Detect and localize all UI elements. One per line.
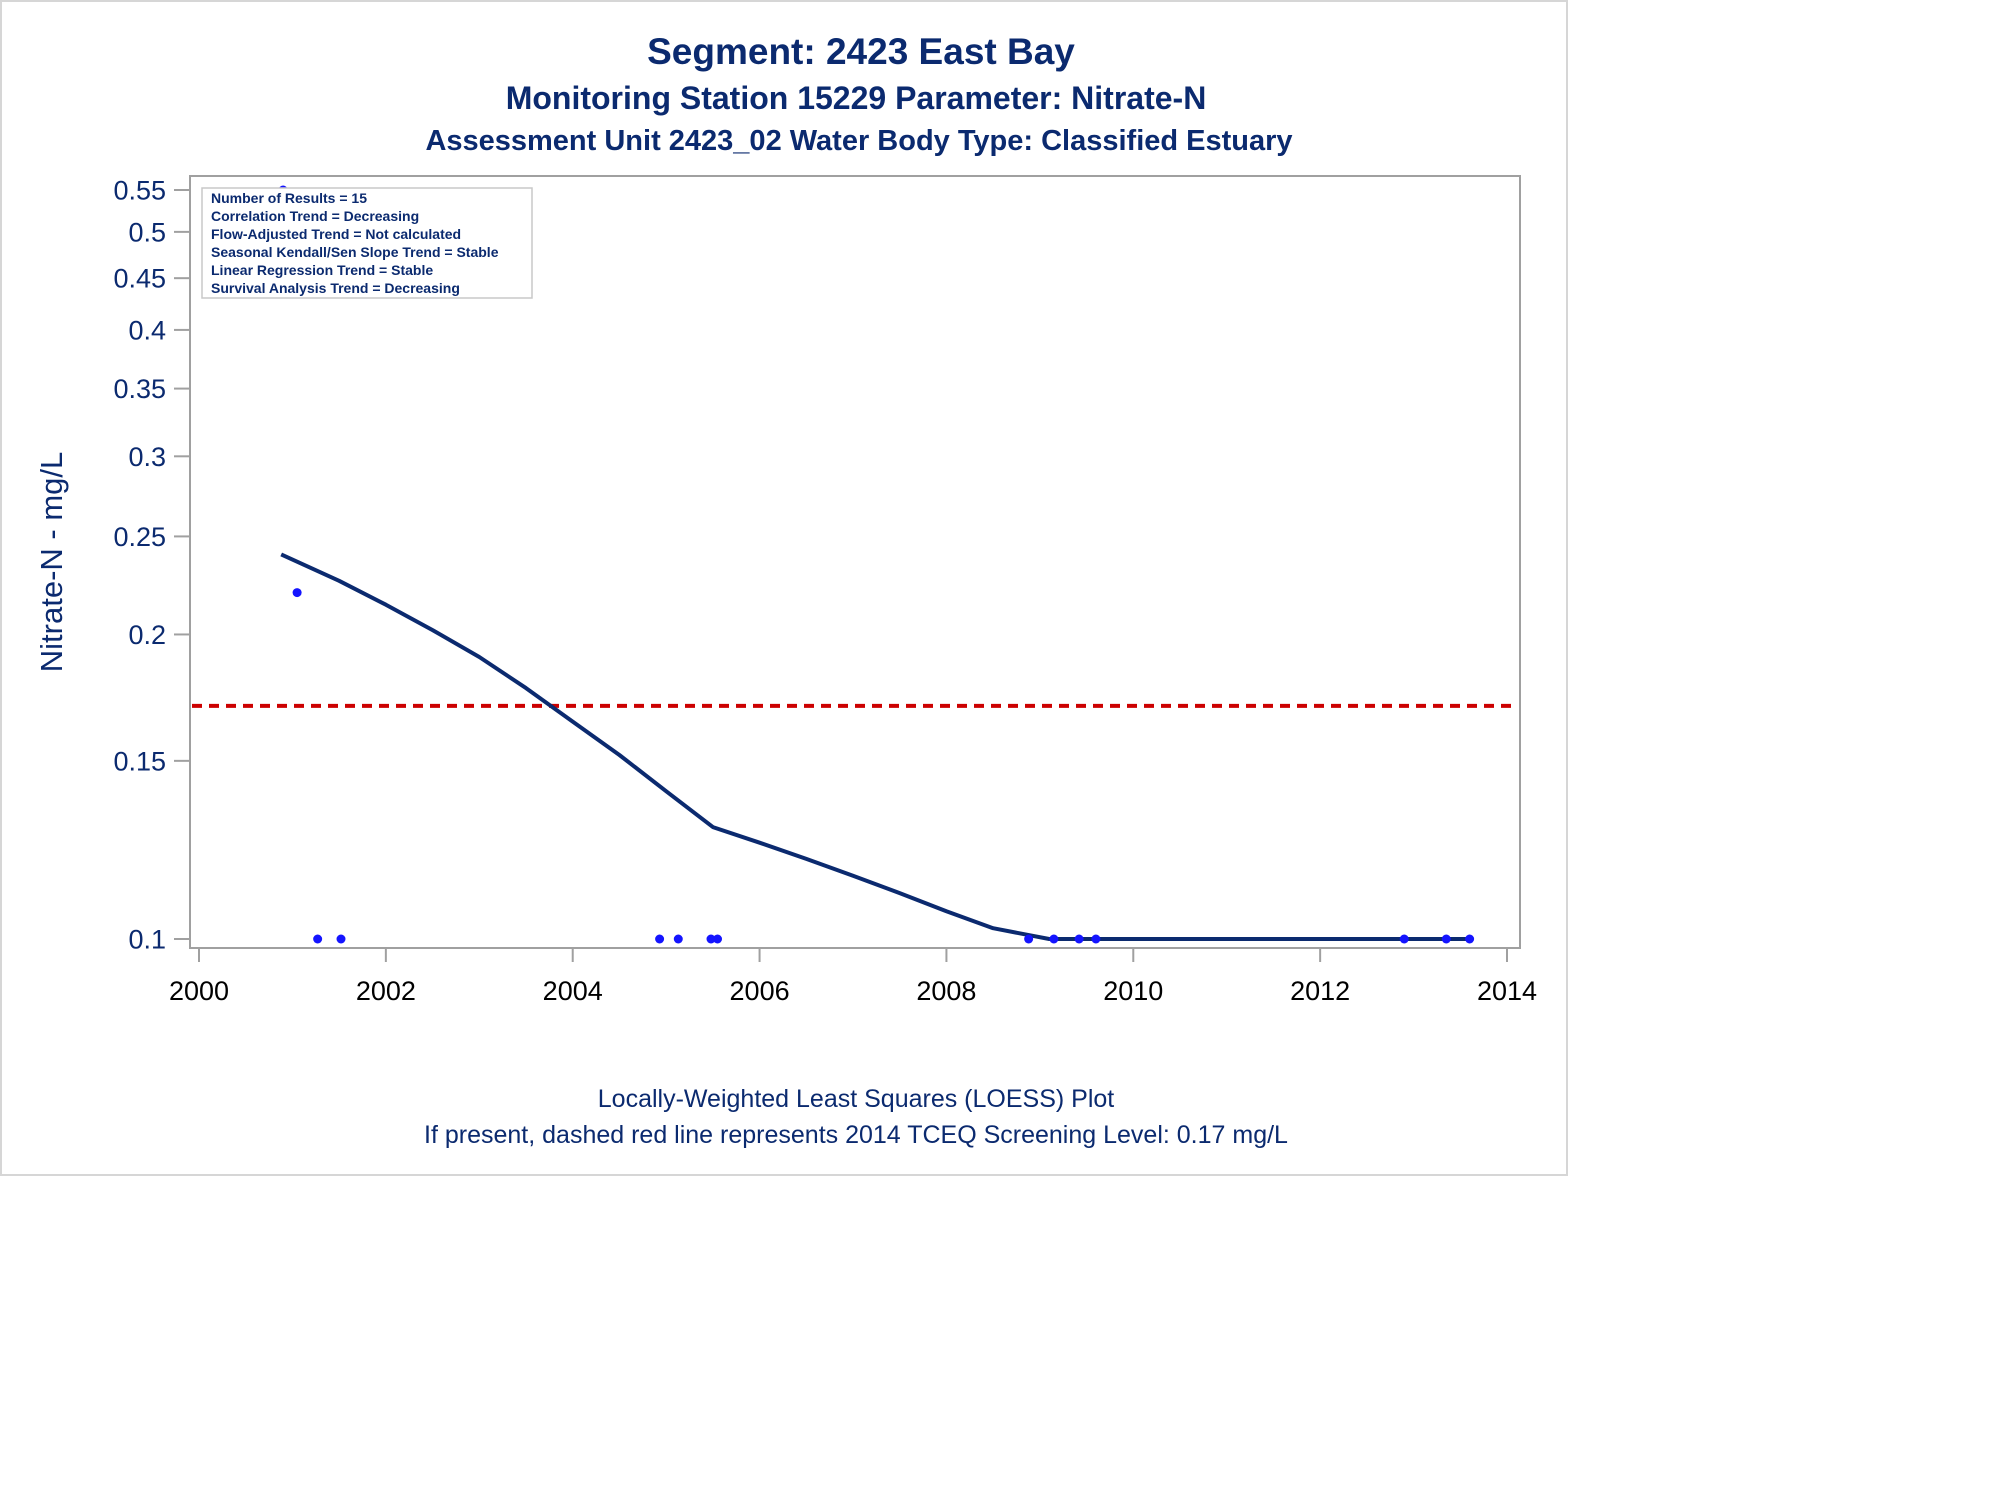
stats-seasonal-kendall-trend: Seasonal Kendall/Sen Slope Trend = Stabl… (211, 244, 499, 260)
y-tick-label: 0.5 (128, 217, 166, 247)
data-point (336, 934, 346, 944)
y-tick-label: 0.4 (128, 315, 166, 345)
y-tick-label: 0.25 (113, 522, 166, 552)
data-point (1074, 934, 1084, 944)
data-point (1441, 934, 1451, 944)
x-axis: 2000 2002 2004 2006 2008 2010 2012 2014 (169, 948, 1537, 1006)
stats-flow-adjusted-trend: Flow-Adjusted Trend = Not calculated (211, 226, 461, 242)
stats-box-frame (201, 187, 533, 299)
loess-line (280, 552, 1470, 941)
data-point (292, 588, 302, 598)
x-tick-label: 2014 (1477, 976, 1537, 1006)
x-tick-label: 2004 (543, 976, 603, 1006)
x-tick-label: 2000 (169, 976, 229, 1006)
y-tick-label: 0.2 (128, 620, 166, 650)
stats-correlation-trend: Correlation Trend = Decreasing (211, 208, 419, 224)
stats-linear-regression-trend: Linear Regression Trend = Stable (211, 262, 433, 278)
data-point (1465, 934, 1475, 944)
footer-screening-note: If present, dashed red line represents 2… (424, 1121, 1288, 1149)
x-tick-label: 2002 (356, 976, 416, 1006)
y-axis-label: Nitrate-N - mg/L (34, 452, 69, 672)
stats-box: Number of Results = 15 Correlation Trend… (201, 187, 533, 299)
x-tick-label: 2010 (1103, 976, 1163, 1006)
data-point (313, 934, 323, 944)
chart-subtitle-assessment: Assessment Unit 2423_02 Water Body Type:… (425, 125, 1292, 157)
plot-area (189, 175, 1521, 949)
y-axis: 0.1 0.15 0.2 0.25 0.3 0.35 0.4 0.45 0.5 0.55 (113, 176, 190, 955)
loess-curve (280, 552, 1470, 941)
stats-survival-analysis-trend: Survival Analysis Trend = Decreasing (211, 280, 460, 296)
data-point (673, 934, 683, 944)
data-point (655, 934, 665, 944)
stats-number-of-results: Number of Results = 15 (211, 190, 367, 206)
data-point (1024, 934, 1034, 944)
data-point (1091, 934, 1101, 944)
y-tick-label: 0.3 (128, 442, 166, 472)
data-point (713, 934, 723, 944)
data-point (706, 934, 716, 944)
x-tick-label: 2008 (916, 976, 976, 1006)
y-tick-label: 0.35 (113, 374, 166, 404)
chart-canvas: Segment: 2423 East Bay Monitoring Statio… (34, 31, 1537, 1149)
x-tick-label: 2012 (1290, 976, 1350, 1006)
y-tick-label: 0.1 (128, 925, 166, 955)
chart-title: Segment: 2423 East Bay (647, 31, 1075, 72)
chart-subtitle-station: Monitoring Station 15229 Parameter: Nitr… (506, 80, 1207, 116)
y-tick-label: 0.55 (113, 176, 166, 206)
y-tick-label: 0.45 (113, 264, 166, 294)
x-tick-label: 2006 (730, 976, 790, 1006)
y-tick-label: 0.15 (113, 746, 166, 776)
data-point (1399, 934, 1409, 944)
footer-loess-note: Locally-Weighted Least Squares (LOESS) P… (598, 1085, 1115, 1113)
data-point (1049, 934, 1059, 944)
data-points (278, 185, 1475, 944)
